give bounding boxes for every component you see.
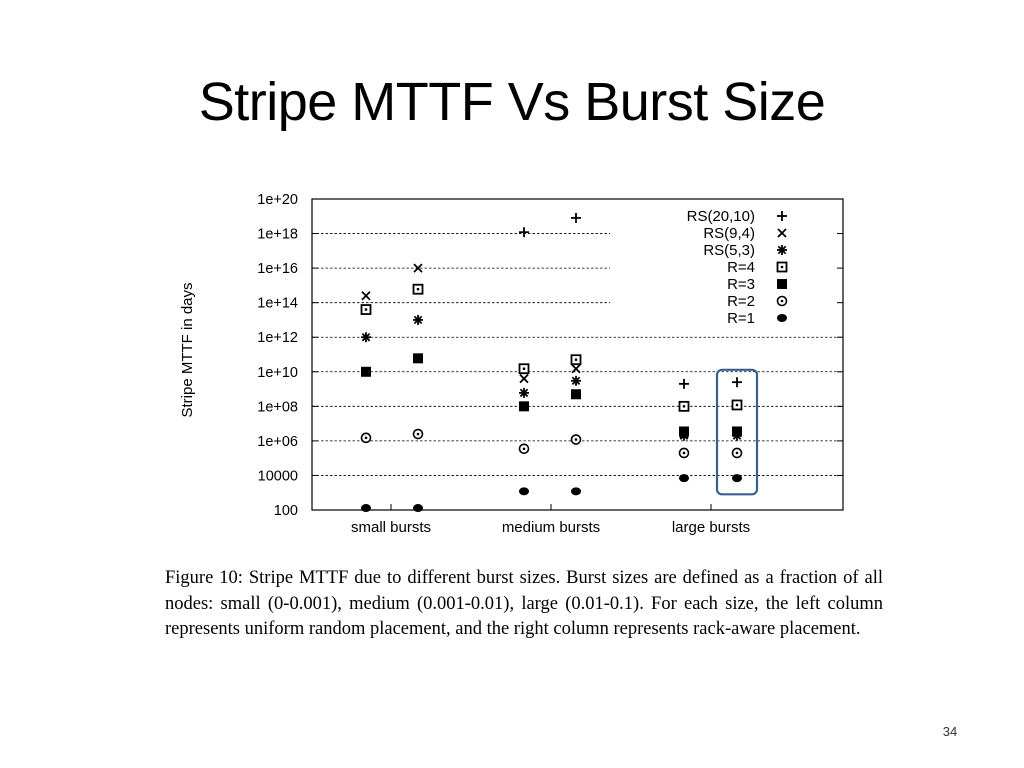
point-r-1 bbox=[413, 504, 423, 513]
point-r-4 bbox=[678, 400, 690, 412]
legend-label: R=4 bbox=[727, 259, 755, 276]
point-r-4 bbox=[360, 304, 372, 315]
legend-marker bbox=[776, 295, 788, 307]
legend-marker bbox=[777, 211, 787, 221]
legend-marker bbox=[777, 279, 787, 289]
legend-marker bbox=[776, 261, 788, 273]
point-r-1 bbox=[571, 487, 581, 496]
point-r-3 bbox=[413, 353, 423, 364]
highlight-box bbox=[715, 368, 759, 496]
y-tick-label: 1e+20 bbox=[257, 192, 298, 208]
figure-caption: Figure 10: Stripe MTTF due to different … bbox=[165, 568, 883, 640]
point-r-2 bbox=[678, 447, 690, 459]
legend-label: R=2 bbox=[727, 293, 755, 310]
legend-label: RS(20,10) bbox=[687, 208, 755, 225]
legend-marker bbox=[777, 228, 787, 238]
y-tick-label: 10000 bbox=[258, 468, 298, 484]
point-r-4 bbox=[731, 399, 743, 411]
slide-title: Stripe MTTF Vs Burst Size bbox=[198, 72, 826, 132]
point-rs-9-4 bbox=[519, 374, 529, 384]
mttf-chart: 100 10000 1e+06 1e+08 1e+10 1e+12 1e+14 1e+16 1e… bbox=[179, 192, 844, 536]
legend-label: R=3 bbox=[727, 276, 755, 293]
y-tick-label: 1e+08 bbox=[257, 399, 298, 415]
y-tick-label: 1e+12 bbox=[257, 330, 298, 346]
point-r-4 bbox=[570, 354, 582, 366]
point-rs-5-3 bbox=[571, 375, 581, 386]
page-number: 34 bbox=[942, 724, 958, 739]
point-r-3 bbox=[571, 389, 581, 400]
x-tick-label: large bursts bbox=[672, 519, 750, 536]
point-r-2 bbox=[731, 447, 743, 459]
point-r-3 bbox=[519, 401, 529, 412]
axes: 100 10000 1e+06 1e+08 1e+10 1e+12 1e+14 1e+16 1e… bbox=[257, 192, 844, 536]
point-r-4 bbox=[518, 363, 530, 375]
y-tick-label: 1e+14 bbox=[257, 296, 298, 312]
point-r-2 bbox=[360, 432, 372, 444]
point-r-1 bbox=[519, 487, 529, 496]
point-rs-5-3 bbox=[413, 314, 423, 325]
point-r-3 bbox=[732, 426, 742, 437]
x-tick-label: small bursts bbox=[351, 519, 431, 536]
point-rs-20-10 bbox=[571, 212, 581, 223]
plot-frame bbox=[311, 198, 844, 511]
point-r-2 bbox=[412, 428, 424, 440]
legend-label: RS(5,3) bbox=[703, 242, 755, 259]
legend: RS(20,10)RS(9,4)RS(5,3)R=4R=3R=2R=1 bbox=[687, 208, 788, 327]
data-points bbox=[360, 212, 759, 513]
point-r-2 bbox=[518, 443, 530, 455]
legend-label: R=1 bbox=[727, 310, 755, 327]
point-r-1 bbox=[732, 474, 742, 483]
point-r-2 bbox=[570, 434, 582, 445]
point-r-3 bbox=[361, 366, 371, 377]
y-axis-label: Stripe MTTF in days bbox=[179, 282, 196, 417]
legend-marker bbox=[777, 245, 787, 255]
point-rs-20-10 bbox=[519, 227, 529, 238]
y-tick-label: 100 bbox=[274, 503, 298, 519]
y-tick-label: 1e+10 bbox=[257, 365, 298, 381]
point-rs-20-10 bbox=[679, 378, 689, 389]
point-rs-9-4 bbox=[571, 364, 581, 374]
point-rs-5-3 bbox=[361, 332, 371, 343]
y-tick-label: 1e+06 bbox=[257, 434, 298, 450]
y-tick-label: 1e+18 bbox=[257, 227, 298, 243]
legend-label: RS(9,4) bbox=[703, 225, 755, 242]
y-tick-label: 1e+16 bbox=[257, 261, 298, 277]
point-r-3 bbox=[679, 426, 689, 437]
point-r-4 bbox=[412, 283, 424, 295]
point-rs-5-3 bbox=[519, 387, 529, 398]
point-r-1 bbox=[361, 504, 371, 513]
x-tick-label: medium bursts bbox=[502, 519, 600, 536]
point-r-1 bbox=[679, 474, 689, 483]
point-rs-9-4 bbox=[413, 263, 423, 273]
point-rs-9-4 bbox=[361, 291, 371, 301]
legend-marker bbox=[777, 314, 787, 322]
point-rs-20-10 bbox=[732, 377, 742, 388]
